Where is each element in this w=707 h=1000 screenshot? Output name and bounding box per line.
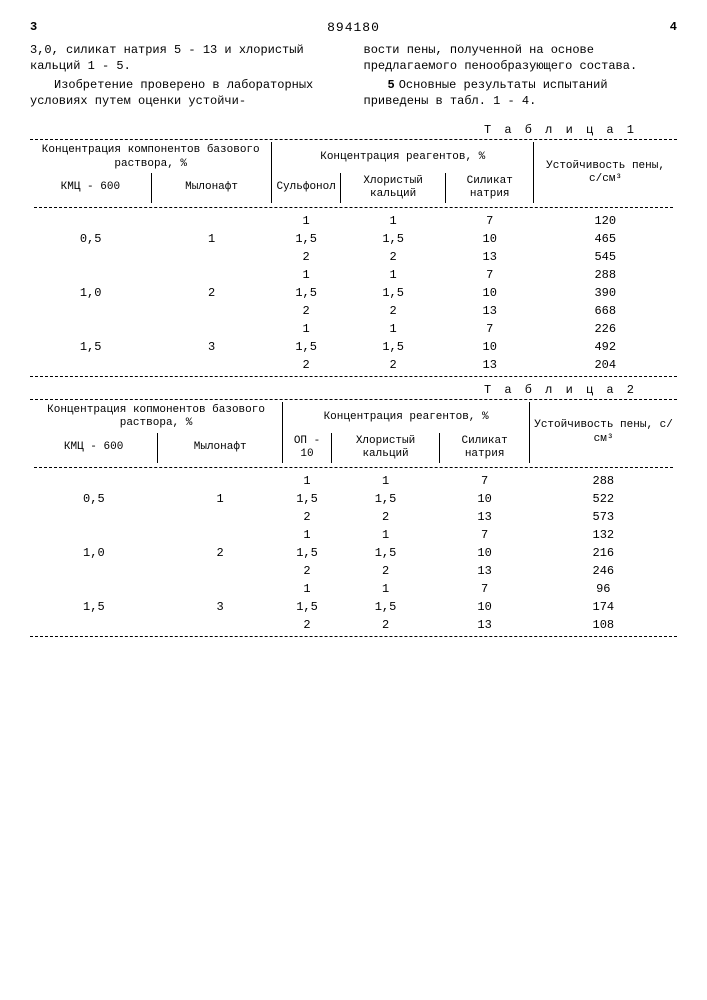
t2-h-col3: ОП - 10 — [283, 433, 332, 463]
table-row: 11796 — [30, 580, 677, 598]
t1-h-group1: Концентрация компонентов базового раство… — [30, 142, 272, 172]
t1-h-col2: Мылонафт — [151, 173, 272, 203]
table1-body: 117120 0,511,51,510465 2213545 117288 1,… — [30, 203, 677, 374]
table-row: 117288 — [30, 472, 677, 490]
page-num-right: 4 — [670, 20, 677, 35]
document-number: 894180 — [327, 20, 380, 35]
table-row: 1,021,51,510216 — [30, 544, 677, 562]
table-row: 2213668 — [30, 302, 677, 320]
table-row: 1,531,51,510492 — [30, 338, 677, 356]
table-row: 2213108 — [30, 616, 677, 634]
table-row: 117288 — [30, 266, 677, 284]
table-row: 117226 — [30, 320, 677, 338]
table1: Концентрация компонентов базового раство… — [30, 142, 677, 374]
t2-h-col1: КМЦ - 600 — [30, 433, 158, 463]
table2-bottom-rule — [30, 636, 677, 637]
table2-head: Концентрация копмонентов базового раство… — [30, 402, 677, 463]
table1-label: Т а б л и ц а 1 — [30, 123, 637, 137]
t1-h-group3: Устойчивость пены, с/см³ — [534, 142, 677, 203]
table2-label: Т а б л и ц а 2 — [30, 383, 637, 397]
para-left-1: 3,0, силикат натрия 5 - 13 и хлористый к… — [30, 43, 344, 74]
table-row: 117120 — [30, 212, 677, 230]
para-right-1: вости пены, полученной на основе предлаг… — [364, 43, 678, 74]
para-left-2: Изобретение проверено в лабораторных усл… — [30, 78, 344, 109]
t2-h-col2: Мылонафт — [158, 433, 283, 463]
table-row: 2213204 — [30, 356, 677, 374]
left-column: 3,0, силикат натрия 5 - 13 и хлористый к… — [30, 39, 344, 113]
page-header: 3 894180 4 — [30, 20, 677, 35]
table2: Концентрация копмонентов базового раство… — [30, 402, 677, 634]
table-row: 0,511,51,510465 — [30, 230, 677, 248]
t2-h-col4: Хлористый кальций — [331, 433, 439, 463]
table-row: 2213246 — [30, 562, 677, 580]
t1-h-col3: Сульфонол — [272, 173, 340, 203]
line-marker: 5 — [388, 78, 395, 92]
t1-h-col5: Силикат натрия — [446, 173, 534, 203]
t2-h-group2: Концентрация реагентов, % — [283, 402, 530, 432]
t1-h-col4: Хлористый кальций — [340, 173, 446, 203]
table-row: 1,531,51,510174 — [30, 598, 677, 616]
table2-top-rule — [30, 399, 677, 400]
table-row: 2213545 — [30, 248, 677, 266]
page-num-left: 3 — [30, 20, 37, 35]
table-row: 117132 — [30, 526, 677, 544]
t1-h-group2: Концентрация реагентов, % — [272, 142, 534, 172]
para-right-2: 5Основные результаты испытаний приведены… — [364, 78, 678, 109]
table-row: 1,021,51,510390 — [30, 284, 677, 302]
t1-h-col1: КМЦ - 600 — [30, 173, 151, 203]
table2-body: 117288 0,511,51,510522 2213573 117132 1,… — [30, 463, 677, 634]
right-column: вости пены, полученной на основе предлаг… — [364, 39, 678, 113]
table-row: 2213573 — [30, 508, 677, 526]
table1-top-rule — [30, 139, 677, 140]
table1-head: Концентрация компонентов базового раство… — [30, 142, 677, 203]
t2-h-group3: Устойчивость пены, с/см³ — [530, 402, 677, 463]
t2-h-col5: Силикат натрия — [440, 433, 530, 463]
body-text: 3,0, силикат натрия 5 - 13 и хлористый к… — [30, 39, 677, 113]
t2-h-group1: Концентрация копмонентов базового раство… — [30, 402, 283, 432]
table1-bottom-rule — [30, 376, 677, 377]
table-row: 0,511,51,510522 — [30, 490, 677, 508]
